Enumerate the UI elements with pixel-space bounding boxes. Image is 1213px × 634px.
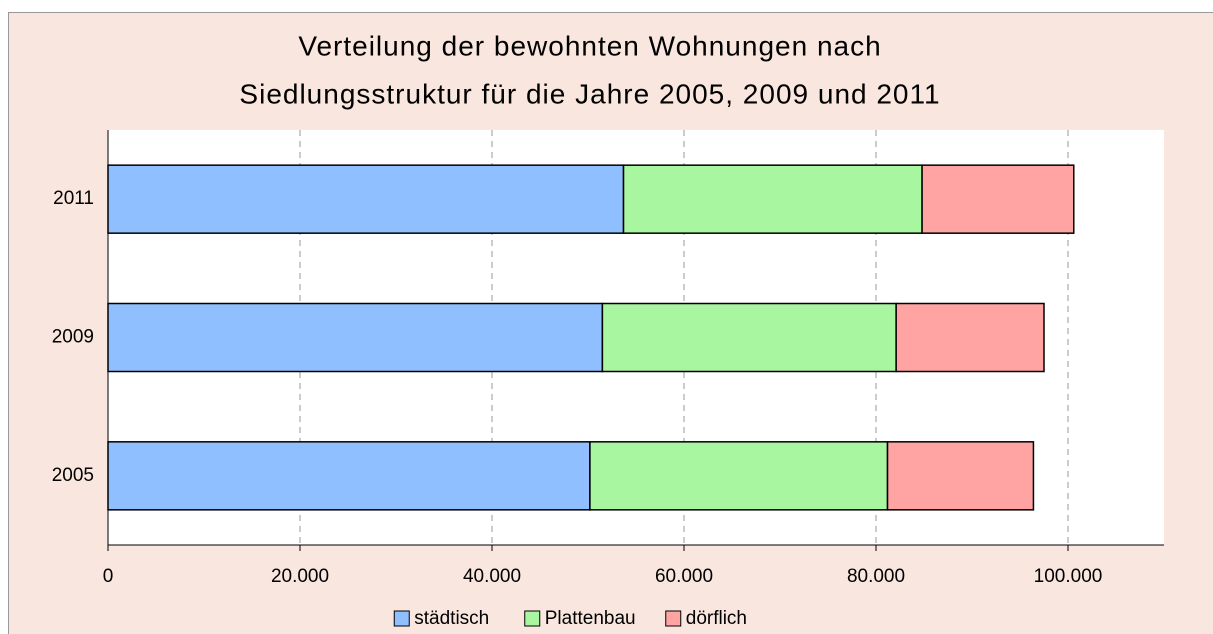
chart-title: Verteilung der bewohnten Wohnungen nach: [298, 30, 881, 61]
bar-segment: [107, 441, 591, 511]
x-tick-label: 100.000: [1034, 566, 1103, 587]
bar-segment: [921, 164, 1075, 234]
legend-swatch: [393, 610, 410, 627]
bar-segment: [886, 441, 1035, 511]
x-tick-label: 80.000: [847, 566, 905, 587]
x-tick-label: 0: [103, 566, 114, 587]
bar-segment: [589, 441, 889, 511]
bar-segment: [107, 302, 604, 373]
y-tick-label: 2009: [52, 327, 94, 348]
legend-swatch: [665, 610, 682, 627]
chart-title: Siedlungsstruktur für die Jahre 2005, 20…: [239, 78, 940, 109]
legend-label: dörflich: [686, 608, 747, 629]
x-tick-label: 20.000: [271, 566, 329, 587]
y-tick-label: 2011: [53, 188, 94, 209]
x-tick-label: 40.000: [463, 566, 521, 587]
legend-label: Plattenbau: [545, 608, 636, 629]
y-tick-label: 2005: [52, 465, 94, 486]
bar-segment: [601, 302, 897, 373]
bar-segment: [622, 164, 923, 234]
bar-segment: [895, 302, 1045, 373]
legend-label: städtisch: [414, 608, 489, 629]
legend-swatch: [524, 610, 541, 627]
x-tick-label: 60.000: [655, 566, 713, 587]
bar-segment: [107, 164, 625, 234]
